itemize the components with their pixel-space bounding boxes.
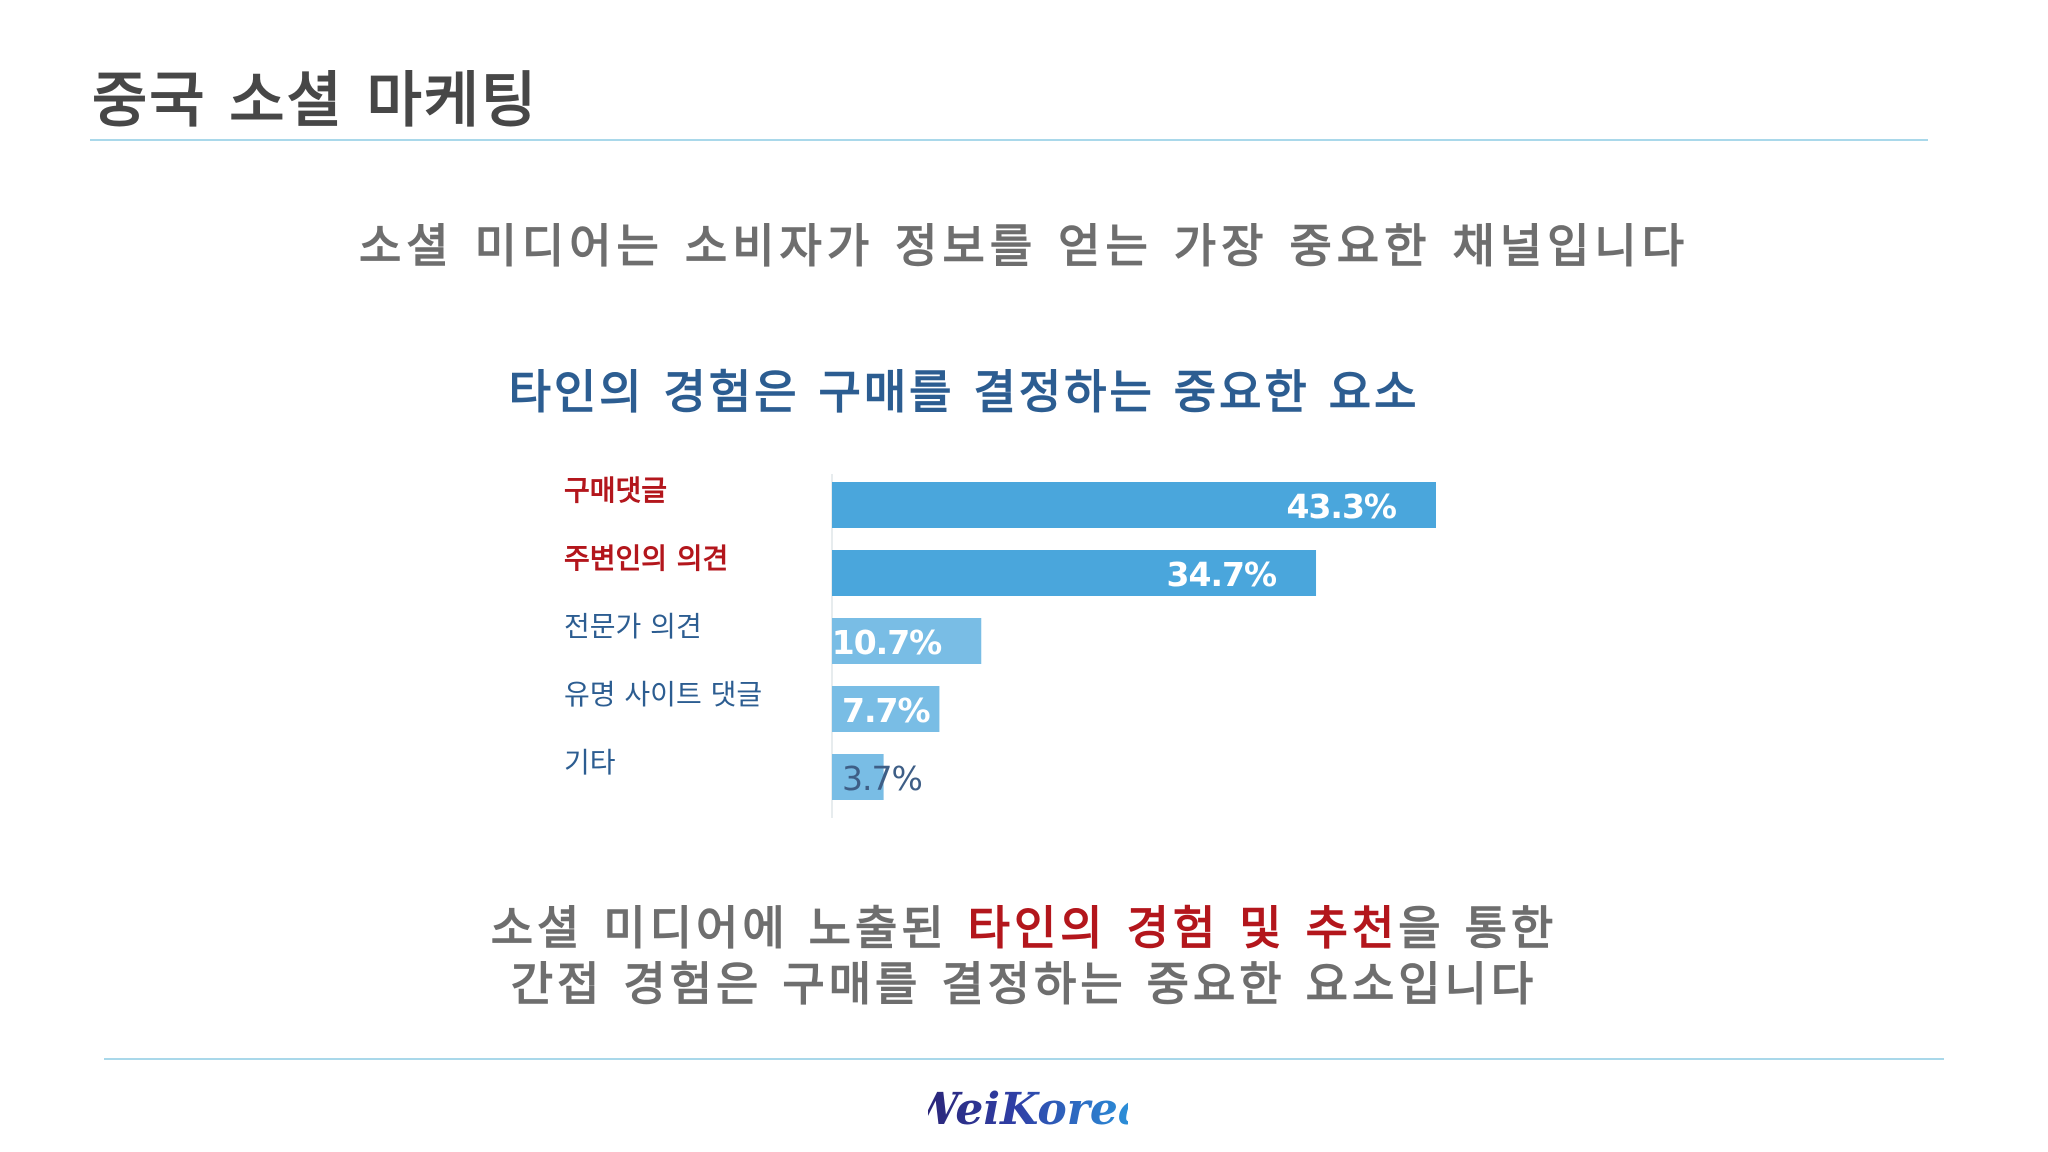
slide-title: 중국 소셜 마케팅 <box>92 66 539 136</box>
category-label: 주변인의 의견 <box>564 542 728 575</box>
conclusion-line-1-pre: 소셜 미디어에 노출된 <box>490 901 968 955</box>
data-label: 43.3% <box>1287 487 1397 526</box>
bar <box>832 754 884 800</box>
data-label: 7.7% <box>842 691 930 730</box>
category-label: 기타 <box>564 746 616 779</box>
chart-heading: 타인의 경험은 구매를 결정하는 중요한 요소 <box>508 365 1420 419</box>
bar <box>832 482 1436 528</box>
conclusion-line-2: 간접 경험은 구매를 결정하는 중요한 요소입니다 <box>510 957 1538 1011</box>
data-label: 34.7% <box>1167 555 1277 594</box>
conclusion-text: 소셜 미디어에 노출된 타인의 경험 및 추천을 통한 간접 경험은 구매를 결… <box>0 900 2048 1012</box>
top-divider <box>90 139 1928 141</box>
bar <box>832 550 1317 596</box>
logo-text: WeiKorea <box>928 1084 1128 1135</box>
slide-subtitle: 소셜 미디어는 소비자가 정보를 얻는 가장 중요한 채널입니다 <box>358 219 1690 273</box>
data-label: 3.7% <box>842 759 922 798</box>
weikorea-logo: WeiKorea <box>928 1084 1128 1135</box>
bar-chart: 구매댓글 43.3% 주변인의 의견 34.7% 전문가 의견 10.7% 유명 사이트 댓… <box>546 464 1496 836</box>
bar <box>832 686 940 732</box>
category-label: 유명 사이트 댓글 <box>564 678 762 711</box>
category-label: 전문가 의견 <box>564 610 702 643</box>
bar <box>832 618 982 664</box>
bottom-divider <box>104 1058 1944 1060</box>
conclusion-line-1: 소셜 미디어에 노출된 타인의 경험 및 추천을 통한 <box>0 900 2048 956</box>
conclusion-highlight: 타인의 경험 및 추천 <box>967 901 1399 955</box>
conclusion-line-1-post: 을 통한 <box>1398 901 1558 955</box>
category-label: 구매댓글 <box>564 474 667 507</box>
data-label: 10.7% <box>832 623 942 662</box>
bar-chart-svg: 구매댓글 43.3% 주변인의 의견 34.7% 전문가 의견 10.7% 유명 사이트 댓… <box>564 474 1436 818</box>
